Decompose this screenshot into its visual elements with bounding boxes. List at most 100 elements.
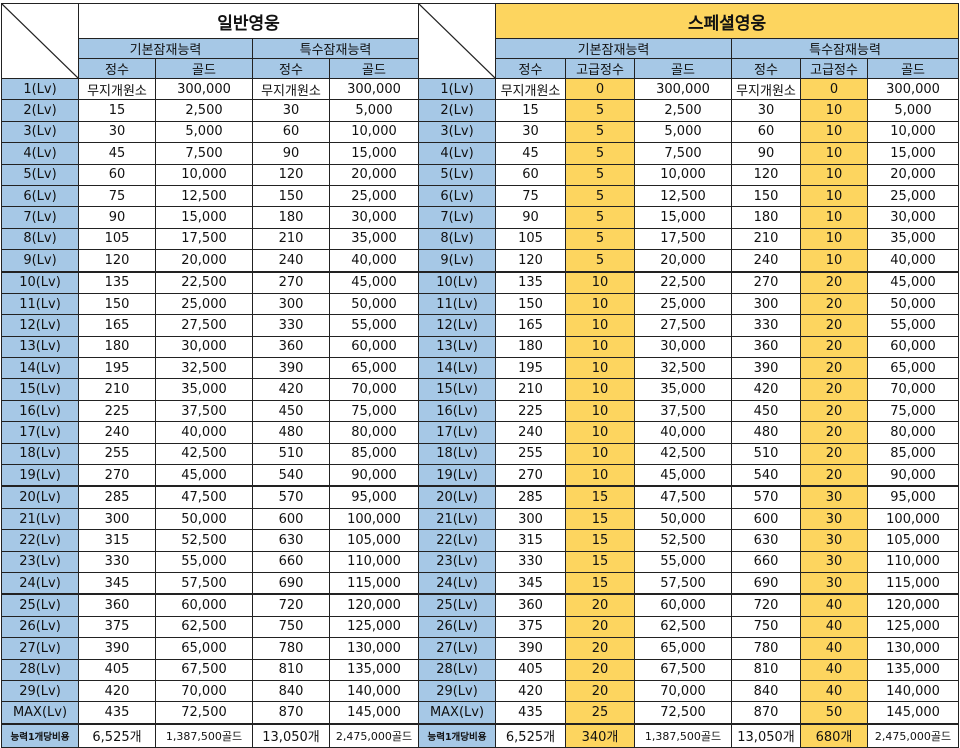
normal-special-gold-cell: 10,000 — [329, 120, 419, 144]
normal-basic-gold-cell: 17,500 — [155, 227, 253, 251]
normal-basic-gold-cell: 52,500 — [155, 529, 253, 552]
special-basic-gold-cell: 27,500 — [634, 314, 732, 337]
special-basic-advanced-cell: 5 — [565, 163, 635, 186]
normal-special-jeongsu-cell: 720 — [252, 593, 330, 617]
table-row: 17(Lv) 240 40,000 480 80,000 17(Lv) 240 10 40,00… — [1, 421, 960, 444]
special-basic-jeongsu-cell: 270 — [495, 464, 566, 487]
level-cell: MAX(Lv) — [418, 701, 496, 725]
special-special-jeongsu-cell: 840 — [731, 679, 801, 703]
table-row: 8(Lv) 105 17,500 210 35,000 8(Lv) 105 5 17,500 21… — [1, 227, 960, 251]
normal-basic-gold-cell: 10,000 — [155, 163, 253, 186]
title-normal-hero: 일반영웅 — [78, 3, 419, 39]
special-special-jeongsu-cell: 240 — [731, 249, 801, 273]
special-special-jeongsu-cell: 570 — [731, 485, 801, 509]
special-special-jeongsu-cell: 420 — [731, 378, 801, 401]
normal-special-gold-cell: 85,000 — [329, 442, 419, 466]
level-cell: 11(Lv) — [418, 292, 496, 316]
normal-basic-gold-cell: 27,500 — [155, 314, 253, 337]
level-cell: 16(Lv) — [418, 399, 496, 423]
normal-basic-gold-cell: 35,000 — [155, 378, 253, 401]
special-basic-jeongsu-cell: 195 — [495, 357, 566, 380]
special-special-jeongsu-cell: 300 — [731, 292, 801, 316]
table-row: 2(Lv) 15 2,500 30 5,000 2(Lv) 15 5 2,500 30 10 5,00… — [1, 99, 960, 122]
normal-special-gold-cell: 40,000 — [329, 249, 419, 273]
normal-basic-gold-cell: 70,000 — [155, 679, 253, 703]
normal-basic-gold-cell: 50,000 — [155, 507, 253, 531]
normal-basic-jeongsu-cell: 180 — [78, 335, 156, 359]
special-special-gold-cell: 10,000 — [866, 120, 960, 144]
special-special-jeongsu-cell: 750 — [731, 615, 801, 639]
special-basic-gold-cell: 52,500 — [634, 529, 732, 552]
normal-special-jeongsu-cell: 690 — [252, 571, 330, 595]
level-cell: 1(Lv) — [1, 77, 79, 101]
level-cell: 5(Lv) — [418, 163, 496, 186]
special-basic-gold-cell: 12,500 — [634, 184, 732, 208]
special-basic-gold-cell: 7,500 — [634, 142, 732, 165]
special-special-advanced-cell: 20 — [800, 378, 868, 401]
level-cell: MAX(Lv) — [1, 701, 79, 725]
level-cell: 25(Lv) — [418, 593, 496, 617]
table-row: 16(Lv) 225 37,500 450 75,000 16(Lv) 225 10 37,50… — [1, 399, 960, 423]
special-special-advanced-cell: 10 — [800, 206, 868, 229]
col-header-gold: 골드 — [155, 58, 253, 79]
special-basic-jeongsu-cell: 390 — [495, 637, 566, 660]
special-special-advanced-cell: 30 — [800, 550, 868, 573]
special-basic-gold-cell: 5,000 — [634, 120, 732, 144]
special-basic-gold-cell: 15,000 — [634, 206, 732, 229]
special-special-advanced-cell: 10 — [800, 163, 868, 186]
level-cell: 6(Lv) — [1, 184, 79, 208]
special-special-advanced-cell: 10 — [800, 184, 868, 208]
special-special-jeongsu-cell: 780 — [731, 637, 801, 660]
special-special-advanced-cell: 30 — [800, 529, 868, 552]
level-cell: 14(Lv) — [1, 357, 79, 380]
normal-special-gold-cell: 35,000 — [329, 227, 419, 251]
special-special-jeongsu-cell: 540 — [731, 464, 801, 487]
table-row: 15(Lv) 210 35,000 420 70,000 15(Lv) 210 10 35,00… — [1, 378, 960, 401]
level-cell: 27(Lv) — [418, 637, 496, 660]
corner-cell — [418, 3, 496, 79]
special-special-jeongsu-cell: 660 — [731, 550, 801, 573]
normal-special-jeongsu-cell: 480 — [252, 421, 330, 444]
special-basic-gold-cell: 40,000 — [634, 421, 732, 444]
special-basic-jeongsu-cell: 무지개원소 — [495, 77, 566, 101]
level-cell: 29(Lv) — [418, 679, 496, 703]
normal-basic-gold-cell: 15,000 — [155, 206, 253, 229]
special-basic-jeongsu-cell: 165 — [495, 314, 566, 337]
group-special-special: 특수잠재능력 — [730, 38, 960, 59]
normal-basic-jeongsu-cell: 375 — [78, 615, 156, 639]
level-cell: 19(Lv) — [1, 464, 79, 487]
special-special-gold-cell: 65,000 — [866, 357, 960, 380]
special-basic-advanced-cell: 20 — [565, 679, 635, 703]
special-special-gold-cell: 5,000 — [866, 99, 960, 122]
level-cell: 22(Lv) — [418, 529, 496, 552]
special-basic-gold-cell: 45,000 — [634, 464, 732, 487]
special-basic-jeongsu-cell: 300 — [495, 507, 566, 531]
normal-basic-jeongsu-cell: 345 — [78, 571, 156, 595]
normal-special-jeongsu-cell: 120 — [252, 163, 330, 186]
special-basic-advanced-cell: 10 — [565, 292, 635, 316]
normal-basic-gold-cell: 5,000 — [155, 120, 253, 144]
level-cell: 17(Lv) — [418, 421, 496, 444]
normal-special-jeongsu-cell: 270 — [252, 270, 330, 294]
normal-basic-jeongsu-cell: 210 — [78, 378, 156, 401]
level-cell: 2(Lv) — [418, 99, 496, 122]
special-basic-gold-cell: 20,000 — [634, 249, 732, 273]
special-basic-gold-cell: 30,000 — [634, 335, 732, 359]
special-basic-advanced-cell: 10 — [565, 270, 635, 294]
special-basic-advanced-cell: 5 — [565, 99, 635, 122]
special-basic-advanced-cell: 10 — [565, 442, 635, 466]
special-basic-gold-cell: 300,000 — [634, 77, 732, 101]
special-special-gold-cell: 135,000 — [866, 658, 960, 681]
col-header-gold: 골드 — [634, 58, 732, 79]
special-basic-gold-cell: 72,500 — [634, 701, 732, 725]
col-header-gold: 골드 — [866, 58, 960, 79]
normal-special-jeongsu-cell: 750 — [252, 615, 330, 639]
normal-special-gold-cell: 140,000 — [329, 679, 419, 703]
special-basic-jeongsu-cell: 285 — [495, 485, 566, 509]
special-special-gold-cell: 125,000 — [866, 615, 960, 639]
normal-basic-jeongsu-cell: 195 — [78, 357, 156, 380]
special-basic-jeongsu-cell: 105 — [495, 227, 566, 251]
level-cell: 14(Lv) — [418, 357, 496, 380]
special-basic-jeongsu-cell: 345 — [495, 571, 566, 595]
special-special-jeongsu-cell: 390 — [731, 357, 801, 380]
